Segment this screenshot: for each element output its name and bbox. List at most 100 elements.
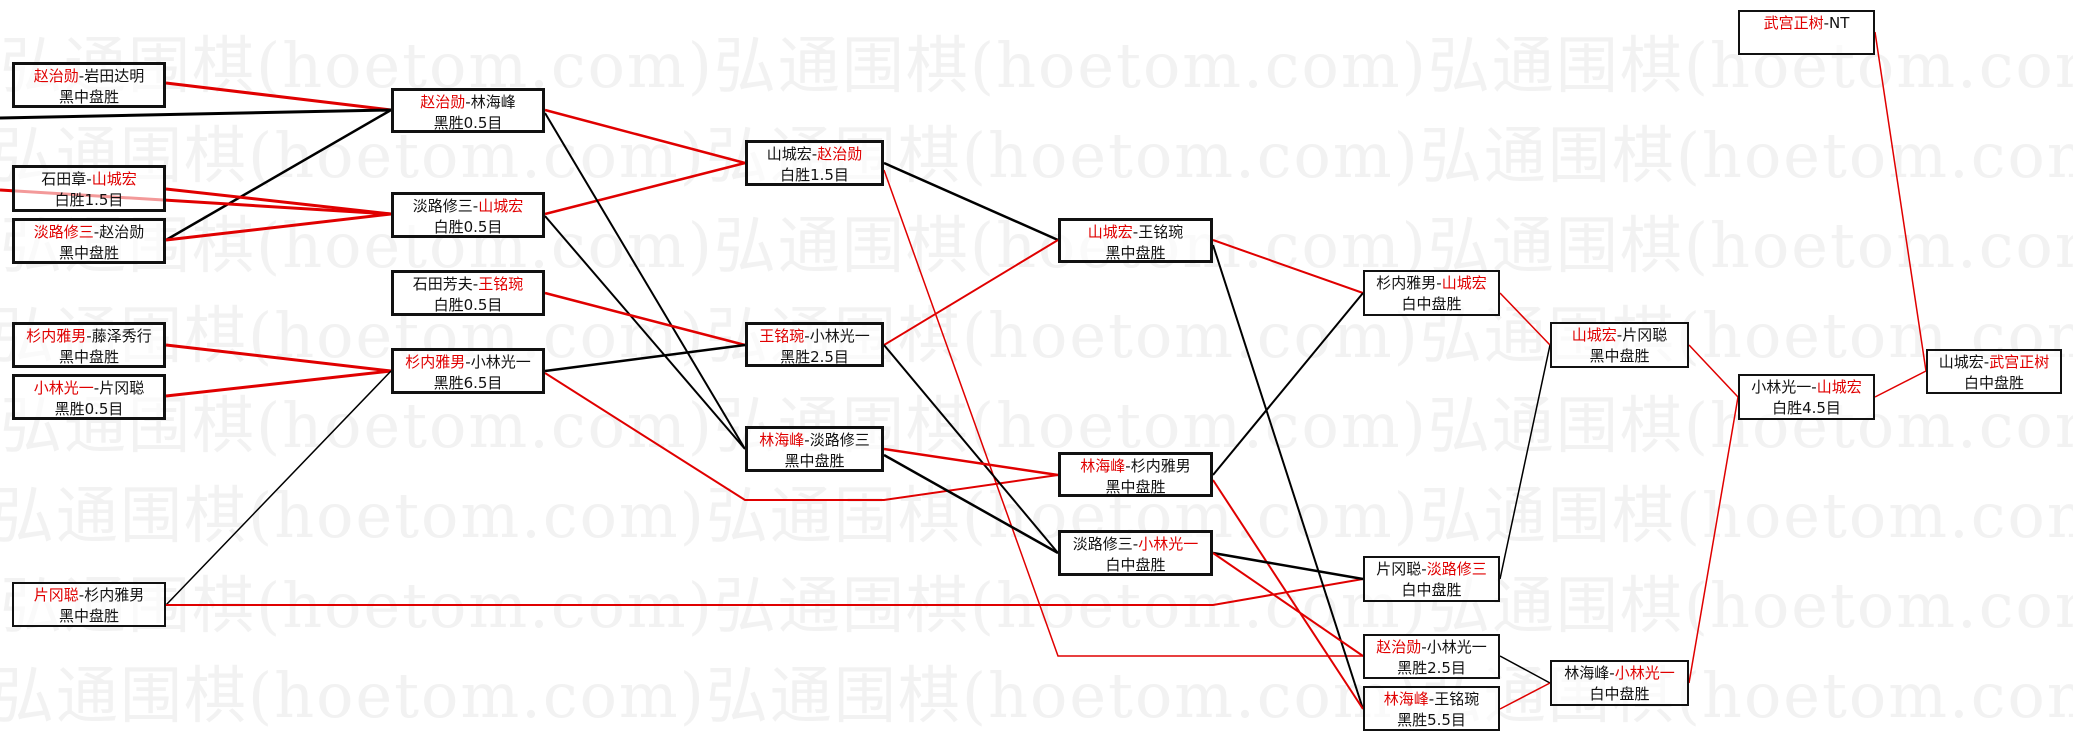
winner-path-line	[883, 169, 1363, 657]
winner-name: 武宫正树	[1989, 353, 2050, 371]
winner-path-line	[544, 161, 746, 216]
winner-name: 山城宏	[1087, 223, 1133, 241]
match-box-d1: 山城宏-王铭琬 黑中盘胜	[1058, 218, 1213, 263]
match-players: 杉内雅男-山城宏	[1365, 273, 1498, 294]
watermark-row: 弘通围棋(hoetom.com)弘通围棋(hoetom.com)弘通围棋(hoe…	[0, 665, 2073, 727]
loser-path-line	[883, 161, 1059, 242]
player-name: 林海峰	[1564, 664, 1610, 682]
match-result: 白胜0.5目	[433, 218, 503, 236]
separator: -	[1421, 560, 1427, 578]
loser-path-line	[883, 453, 1059, 555]
match-result: 黑中盘胜	[1589, 347, 1650, 365]
match-players: 山城宏-武宫正树	[1928, 352, 2060, 373]
match-players: 杉内雅男-小林光一	[394, 352, 542, 373]
loser-path-line	[1212, 551, 1364, 581]
loser-path-line	[544, 112, 746, 450]
watermark-text: 弘通围棋(hoetom.com)	[705, 659, 1420, 732]
winner-path-line	[1499, 292, 1551, 346]
match-result: 黑胜0.5目	[433, 114, 503, 132]
match-result: 黑中盘胜	[58, 607, 119, 625]
winner-name: 赵治勋	[33, 67, 79, 85]
winner-name: 山城宏	[91, 170, 137, 188]
player-name: 小林光一	[809, 327, 870, 345]
separator: -	[78, 67, 85, 85]
loser-path-line	[1499, 344, 1551, 580]
separator: -	[86, 327, 92, 345]
player-name: 山城宏	[1938, 353, 1984, 371]
match-players: 林海峰-淡路修三	[748, 430, 881, 451]
match-players: 石田芳夫-王铭琬	[394, 274, 542, 295]
winner-name: 山城宏	[1571, 326, 1617, 344]
player-name: 淡路修三	[412, 197, 473, 215]
winner-path-line	[1499, 682, 1551, 710]
winner-name: 山城宏	[1441, 274, 1487, 292]
match-box-b3: 石田芳夫-王铭琬 白胜0.5目	[391, 270, 545, 316]
winner-name: 山城宏	[478, 197, 524, 215]
separator: -	[1616, 326, 1623, 344]
match-players: 王铭琬-小林光一	[748, 326, 881, 347]
loser-path-line	[1212, 292, 1364, 476]
match-box-g1: 小林光一-山城宏 白胜4.5目	[1738, 374, 1875, 420]
player-name: 小林光一	[1426, 638, 1487, 656]
match-players: 赵治勋-小林光一	[1365, 637, 1498, 658]
match-box-d3: 淡路修三-小林光一 白中盘胜	[1058, 530, 1213, 576]
match-box-g0: 武宫正树-NT	[1738, 10, 1875, 55]
match-players: 片冈聪-杉内雅男	[14, 585, 164, 606]
winner-name: 赵治勋	[817, 145, 863, 163]
match-box-a5: 小林光一-片冈聪 黑胜0.5目	[12, 374, 166, 420]
separator: -	[465, 353, 471, 371]
player-name: 藤泽秀行	[91, 327, 152, 345]
match-result: 黑胜2.5目	[780, 348, 849, 366]
player-name: 王铭琬	[1434, 690, 1480, 708]
winner-name: 淡路修三	[1426, 560, 1487, 578]
winner-path-line	[1874, 31, 1927, 372]
player-name: 石田章	[41, 170, 87, 188]
winner-path-line	[1688, 344, 1739, 398]
loser-path-line	[544, 215, 746, 450]
match-box-b2: 淡路修三-山城宏 白胜0.5目	[391, 192, 545, 238]
match-box-a6: 片冈聪-杉内雅男 黑中盘胜	[12, 582, 166, 627]
match-result: 白胜1.5目	[54, 191, 124, 209]
winner-name: 片冈聪	[33, 586, 79, 604]
separator: -	[1132, 535, 1139, 553]
separator: -	[1428, 690, 1435, 708]
winner-name: 山城宏	[1816, 378, 1862, 396]
watermark-row: 弘通围棋(hoetom.com)弘通围棋(hoetom.com)弘通围棋(hoe…	[0, 395, 2073, 457]
winner-name: 淡路修三	[33, 223, 94, 241]
match-result: 白胜0.5目	[433, 296, 503, 314]
watermark-row: 弘通围棋(hoetom.com)弘通围棋(hoetom.com)弘通围棋(hoe…	[0, 35, 2073, 97]
match-result: 黑中盘胜	[784, 452, 845, 470]
winner-name: 王铭琬	[759, 327, 805, 345]
separator: -	[78, 586, 85, 604]
match-players: 淡路修三-山城宏	[394, 196, 542, 217]
match-result: 白中盘胜	[1963, 374, 2024, 392]
match-result: 黑胜2.5目	[1397, 659, 1466, 677]
winner-name: 林海峰	[1080, 457, 1126, 475]
winner-name: 林海峰	[759, 431, 805, 449]
winner-path-line	[165, 187, 392, 216]
match-result: 黑胜0.5目	[54, 400, 124, 418]
winner-path-line	[1212, 552, 1364, 657]
match-players: 山城宏-王铭琬	[1061, 222, 1210, 243]
match-players: 片冈聪-淡路修三	[1365, 559, 1498, 580]
match-box-e2: 片冈聪-淡路修三 白中盘胜	[1363, 556, 1500, 602]
match-players: 淡路修三-赵治勋	[15, 222, 163, 243]
match-box-e1: 杉内雅男-山城宏 白中盘胜	[1363, 270, 1500, 316]
player-name: 片冈聪	[1376, 560, 1422, 578]
match-result: 黑中盘胜	[58, 348, 119, 366]
loser-path-line	[883, 344, 1059, 554]
match-players: 赵治勋-林海峰	[394, 92, 542, 113]
match-box-c1: 山城宏-赵治勋 白胜1.5目	[745, 140, 884, 186]
separator: -	[472, 275, 479, 293]
match-players: 小林光一-片冈聪	[15, 378, 163, 399]
loser-path-line	[1499, 655, 1551, 684]
watermark-text: 弘通围棋(hoetom.com)	[1427, 209, 2073, 282]
separator: -	[1132, 223, 1139, 241]
winner-name: 小林光一	[1138, 535, 1199, 553]
match-result: 黑胜5.5目	[1397, 711, 1466, 729]
match-players: 武宫正树-NT	[1740, 13, 1873, 34]
winner-name: 赵治勋	[1376, 638, 1422, 656]
match-players: 小林光一-山城宏	[1740, 377, 1873, 398]
